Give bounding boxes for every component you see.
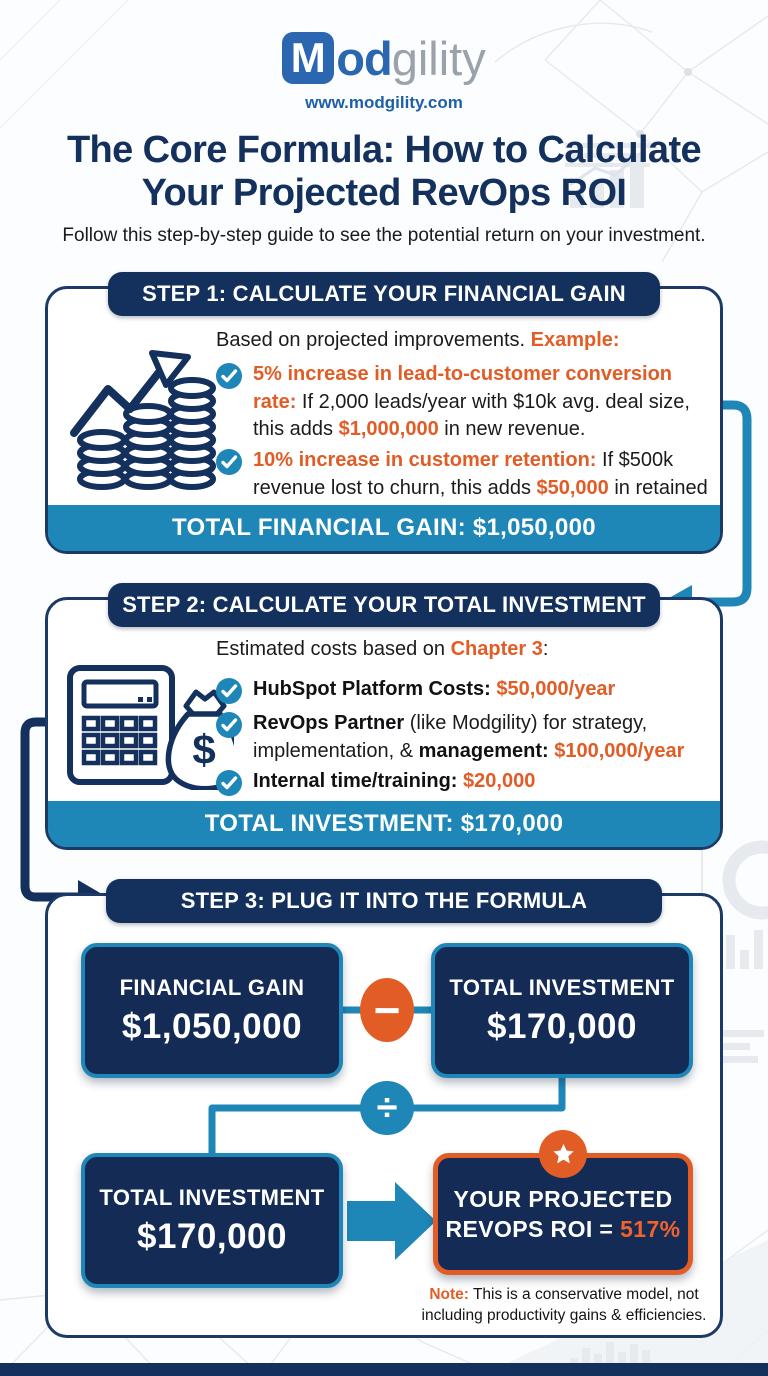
step1-intro: Based on projected improvements. Example… bbox=[216, 329, 620, 351]
step2-total-bar: TOTAL INVESTMENT: $170,000 bbox=[48, 801, 720, 847]
calculator-moneybag-icon: $ bbox=[62, 662, 242, 795]
note-text: Note: This is a conservative model, not … bbox=[421, 1286, 707, 1324]
big-arrow-icon bbox=[347, 1182, 436, 1260]
minus-operator-icon: − bbox=[360, 978, 414, 1042]
logo-m-tile: M bbox=[282, 32, 335, 84]
coins-growth-icon bbox=[64, 341, 216, 496]
divide-operator-icon: ÷ bbox=[360, 1081, 414, 1135]
dollar-glyph: $ bbox=[192, 726, 215, 773]
step2-header: STEP 2: CALCULATE YOUR TOTAL INVESTMENT bbox=[108, 583, 660, 627]
step1-card: STEP 1: CALCULATE YOUR FINANCIAL GAIN bbox=[45, 272, 723, 554]
list-item: Internal time/training: $20,000 bbox=[216, 768, 719, 796]
step1-header: STEP 1: CALCULATE YOUR FINANCIAL GAIN bbox=[108, 272, 660, 316]
list-item: RevOps Partner (like Modgility) for stra… bbox=[216, 710, 719, 765]
footer-bar bbox=[0, 1363, 768, 1376]
step3-card: STEP 3: PLUG IT INTO THE FORMULA FINANCI… bbox=[45, 879, 723, 1338]
roi-value: 517% bbox=[620, 1215, 681, 1242]
check-icon bbox=[216, 712, 242, 738]
roi-result-box: YOUR PROJECTED REVOPS ROI = 517% bbox=[433, 1130, 693, 1275]
check-icon bbox=[216, 449, 242, 475]
step2-intro: Estimated costs based on Chapter 3: bbox=[216, 638, 549, 660]
step1-total-bar: TOTAL FINANCIAL GAIN: $1,050,000 bbox=[48, 505, 720, 551]
page-subtitle: Follow this step-by-step guide to see th… bbox=[62, 225, 706, 246]
financial-gain-box: FINANCIAL GAIN $1,050,000 bbox=[81, 943, 343, 1078]
list-item: 10% increase in customer retention: If $… bbox=[216, 447, 719, 530]
star-icon bbox=[539, 1130, 587, 1178]
check-icon bbox=[216, 678, 242, 704]
list-item: HubSpot Platform Costs: $50,000/year bbox=[216, 676, 719, 704]
website-url: www.modgility.com bbox=[305, 93, 463, 112]
logo-od: od bbox=[336, 31, 392, 85]
step3-header: STEP 3: PLUG IT INTO THE FORMULA bbox=[106, 879, 662, 923]
list-item: 5% increase in lead-to-customer conversi… bbox=[216, 361, 719, 444]
page-title: The Core Formula: How to Calculate Your … bbox=[66, 129, 702, 214]
step2-card: STEP 2: CALCULATE YOUR TOTAL INVESTMENT … bbox=[45, 583, 723, 850]
total-investment-box: TOTAL INVESTMENT $170,000 bbox=[431, 943, 693, 1078]
logo-gility: gility bbox=[391, 31, 486, 85]
total-investment-box-2: TOTAL INVESTMENT $170,000 bbox=[81, 1153, 343, 1288]
check-icon bbox=[216, 770, 242, 796]
check-icon bbox=[216, 363, 242, 389]
